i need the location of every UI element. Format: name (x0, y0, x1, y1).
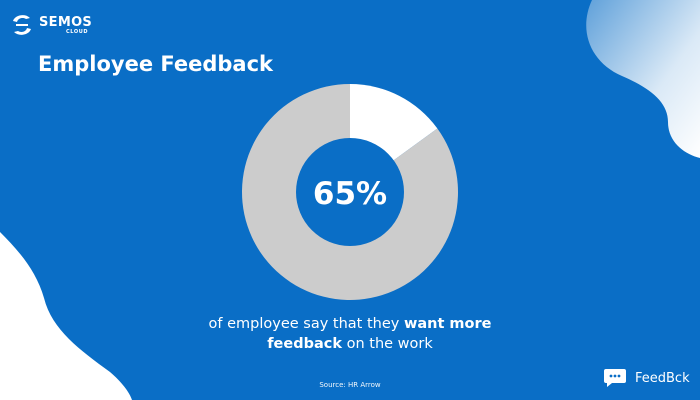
logo-name: SEMOS (39, 14, 93, 30)
page-title: Employee Feedback (38, 52, 273, 76)
semos-cloud-logo: SEMOS CLOUD (9, 12, 92, 38)
caption-text-1: of employee say that they (208, 316, 404, 332)
chat-bubble-icon (604, 369, 626, 387)
logo-subtitle: CLOUD (66, 28, 89, 35)
donut-hole (296, 138, 404, 246)
brand-name: FeedBck (635, 370, 690, 386)
caption-bold-1: want more (403, 316, 492, 332)
donut-center-label: 65% (313, 176, 387, 212)
feedbck-brand: FeedBck (603, 368, 690, 388)
caption-text-2: on the work (341, 336, 433, 352)
semos-swirl-icon (13, 15, 31, 35)
caption-bold-2: feedback (267, 336, 342, 352)
source-note: Source: HR Arrow (319, 381, 381, 389)
chart-caption: of employee say that they want more feedb… (150, 314, 550, 354)
